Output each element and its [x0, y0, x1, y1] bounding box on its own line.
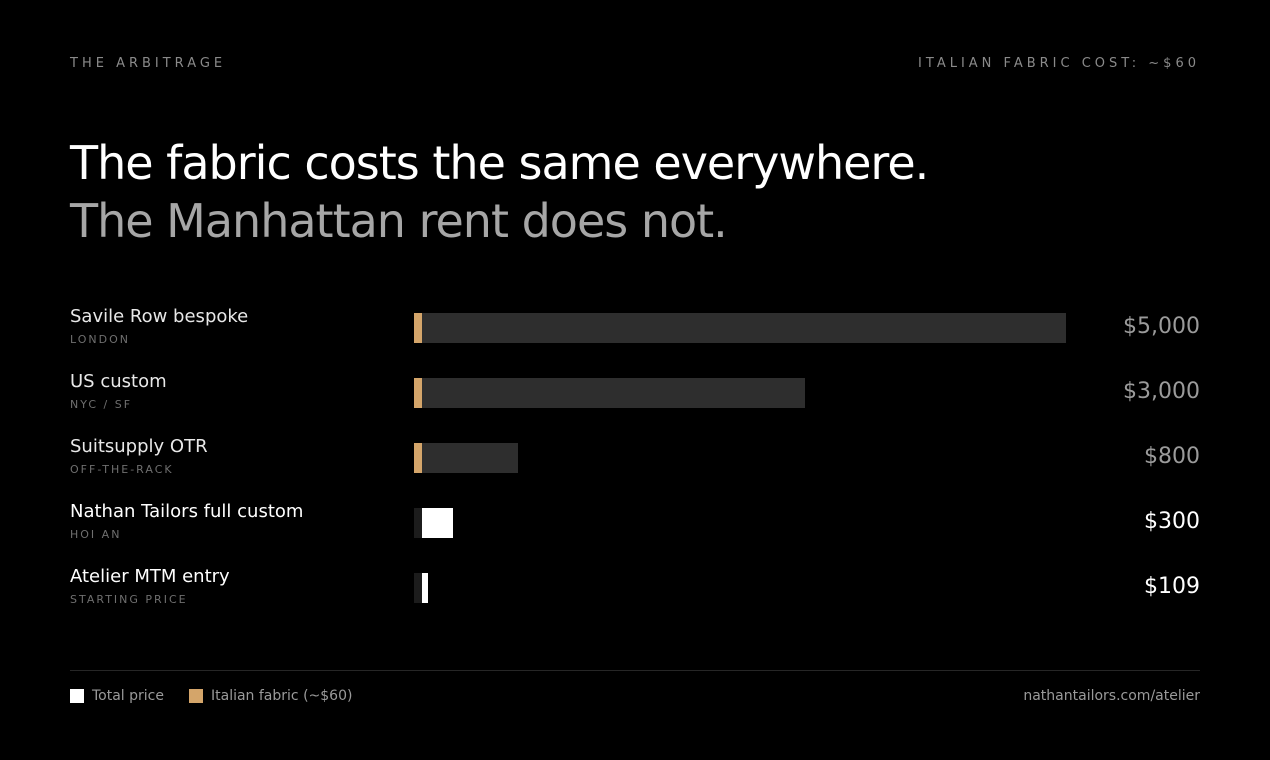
bar-sublabel: NYC / SF — [70, 398, 133, 411]
fabric-cost-label: ITALIAN FABRIC COST: ~$60 — [918, 56, 1200, 71]
bar-value-label: $800 — [1144, 444, 1200, 469]
bar-total-price — [414, 443, 519, 473]
bar-value-label: $5,000 — [1123, 314, 1200, 339]
bar-row: Nathan Tailors full custom HOI AN $300 — [70, 501, 1200, 566]
legend-label-total: Total price — [92, 688, 164, 704]
page-title: The fabric costs the same everywhere. Th… — [70, 134, 929, 250]
divider — [70, 670, 1200, 671]
bar-track — [414, 378, 1066, 408]
kicker-label: THE ARBITRAGE — [70, 56, 227, 71]
bar-sublabel: STARTING PRICE — [70, 593, 188, 606]
bar-track — [414, 508, 1066, 538]
legend-item-total: Total price — [70, 688, 164, 704]
bar-fabric-cost — [414, 313, 422, 343]
footer-link[interactable]: nathantailors.com/atelier — [1023, 688, 1200, 704]
bar-sublabel: LONDON — [70, 333, 130, 346]
bar-sublabel: HOI AN — [70, 528, 122, 541]
bar-total-price — [414, 313, 1066, 343]
bar-track — [414, 443, 1066, 473]
legend-label-fabric: Italian fabric (~$60) — [211, 688, 353, 704]
bar-row: Suitsupply OTR OFF-THE-RACK $800 — [70, 436, 1200, 501]
legend-item-fabric: Italian fabric (~$60) — [189, 688, 352, 704]
bar-value-label: $3,000 — [1123, 379, 1200, 404]
headline-line-1: The fabric costs the same everywhere. — [70, 136, 929, 190]
bar-track — [414, 313, 1066, 343]
legend: Total price Italian fabric (~$60) — [70, 688, 377, 704]
bar-row: US custom NYC / SF $3,000 — [70, 371, 1200, 436]
bar-label: Savile Row bespoke — [70, 306, 249, 327]
legend-swatch-fabric — [189, 689, 203, 703]
bar-value-label: $109 — [1144, 574, 1200, 599]
bar-track — [414, 573, 1066, 603]
bar-sublabel: OFF-THE-RACK — [70, 463, 174, 476]
bar-fabric-cost — [414, 573, 422, 603]
bar-label: Nathan Tailors full custom — [70, 501, 304, 522]
bar-chart: Savile Row bespoke LONDON $5,000 US custom N… — [70, 306, 1200, 631]
bar-label: Atelier MTM entry — [70, 566, 230, 587]
headline-line-2: The Manhattan rent does not. — [70, 194, 728, 248]
bar-label: Suitsupply OTR — [70, 436, 208, 457]
bar-row: Atelier MTM entry STARTING PRICE $109 — [70, 566, 1200, 631]
bar-fabric-cost — [414, 508, 422, 538]
bar-value-label: $300 — [1144, 509, 1200, 534]
bar-total-price — [414, 378, 806, 408]
bar-fabric-cost — [414, 443, 422, 473]
bar-fabric-cost — [414, 378, 422, 408]
bar-label: US custom — [70, 371, 167, 392]
legend-swatch-total — [70, 689, 84, 703]
bar-row: Savile Row bespoke LONDON $5,000 — [70, 306, 1200, 371]
